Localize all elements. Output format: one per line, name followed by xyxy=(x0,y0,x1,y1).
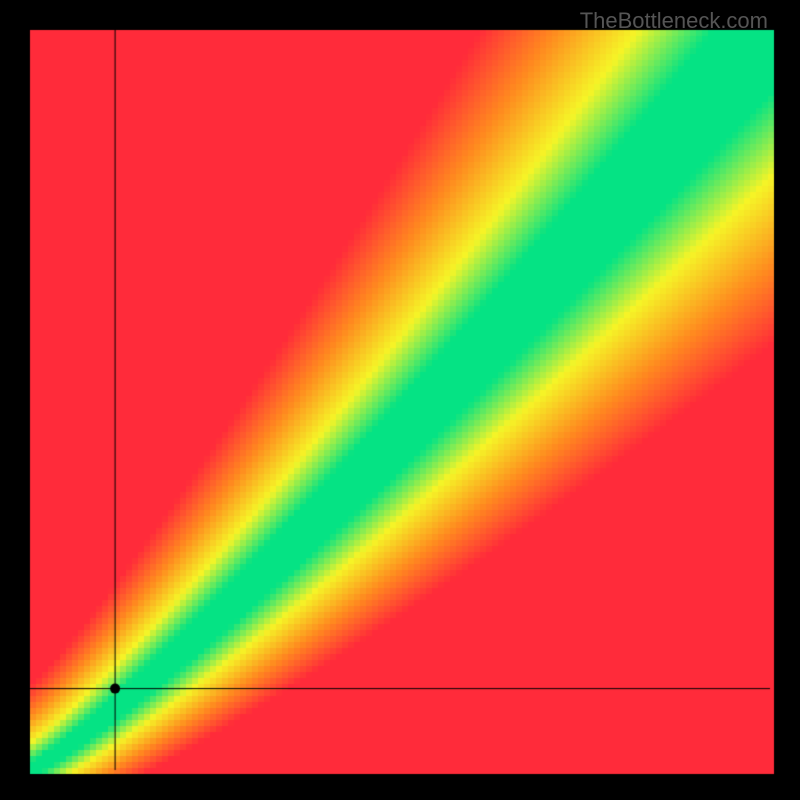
root-container: TheBottleneck.com xyxy=(0,0,800,800)
watermark-text: TheBottleneck.com xyxy=(580,8,768,34)
heatmap-canvas xyxy=(0,0,800,800)
